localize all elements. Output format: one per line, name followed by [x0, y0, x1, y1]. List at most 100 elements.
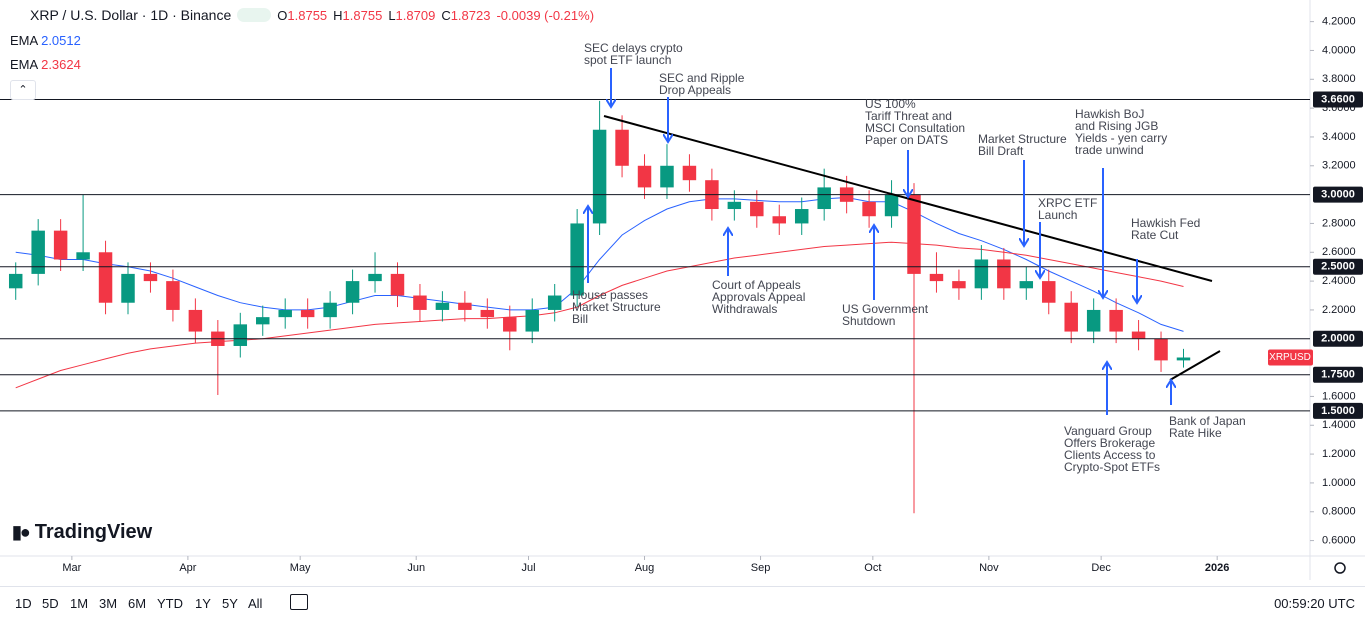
annotation-text: spot ETF launch [584, 53, 671, 67]
candle-body [772, 216, 786, 224]
candle-body [1109, 309, 1123, 332]
candle-body [884, 194, 899, 217]
candle-body [997, 259, 1011, 289]
candle-body [413, 295, 427, 310]
candle-body [345, 281, 360, 303]
level-label: 2.5000 [1321, 261, 1355, 273]
bottom-toolbar: 00:59:20 UTC 1D 5D 1M 3M 6M YTD 1Y 5Y All [0, 586, 1365, 621]
candle-body [637, 165, 652, 188]
candle-body [480, 309, 495, 318]
level-label: 1.7500 [1321, 369, 1355, 381]
y-tick-label: 1.0000 [1322, 477, 1356, 489]
annotation-text: Tariff Threat and [865, 109, 952, 123]
y-tick-label: 3.2000 [1322, 160, 1356, 172]
range-button[interactable]: All [248, 596, 263, 611]
range-button[interactable]: 5Y [222, 596, 238, 611]
x-tick-label: Jul [521, 562, 535, 574]
annotation-text: SEC delays crypto [584, 41, 683, 55]
annotation-text: Court of Appeals [712, 278, 801, 292]
x-tick-label: 2026 [1205, 562, 1229, 574]
annotation-text: Paper on DATS [865, 133, 948, 147]
candle-body [750, 201, 764, 217]
x-tick-label: Dec [1091, 562, 1111, 574]
candle-body [233, 324, 248, 346]
y-tick-label: 2.2000 [1322, 304, 1356, 316]
x-tick-label: May [290, 562, 311, 574]
date-range-button[interactable] [290, 594, 308, 610]
ohlc-label: H [333, 7, 343, 23]
annotation-text: House passes [572, 288, 648, 302]
indicator-pill[interactable] [237, 8, 272, 22]
x-tick-label: Sep [751, 562, 771, 574]
y-tick-label: 4.0000 [1322, 44, 1356, 56]
logo-text: TradingView [34, 521, 153, 543]
range-button[interactable]: 6M [128, 596, 147, 611]
x-tick-label: Nov [979, 562, 999, 574]
level-label-bg [1313, 186, 1363, 203]
range-button[interactable]: YTD [157, 596, 183, 611]
candle-body [907, 194, 921, 274]
price-label: XRPUSD [1269, 352, 1311, 363]
y-tick-label: 2.4000 [1322, 275, 1356, 287]
candle-body [1176, 357, 1191, 361]
logo-mark: ▮● [12, 522, 31, 542]
chart: 4.20004.00003.80003.60003.40003.20002.80… [0, 0, 1365, 580]
ohlc-label: O [277, 7, 288, 23]
candle-body [817, 187, 831, 210]
ohlc-value: 1.8723 [450, 7, 491, 23]
ohlc-value: 1.8755 [287, 7, 328, 23]
x-tick-label: Oct [864, 562, 881, 574]
candle-body [525, 309, 539, 332]
symbol-title[interactable]: XRP / U.S. Dollar · 1D · Binance [30, 7, 232, 23]
candle-body [1154, 338, 1168, 361]
ohlc-readout: O1.8755 H1.8755 L1.8709 C1.8723 -0.0039 (-0.… [277, 8, 594, 23]
settings-button[interactable] [1334, 562, 1346, 574]
ohlc-value: 1.8755 [342, 7, 383, 23]
x-tick-label: Jun [407, 562, 425, 574]
candle-body [53, 230, 68, 260]
ema-line [15, 196, 1184, 332]
candle-body [794, 209, 809, 224]
candle-body [76, 252, 90, 260]
candle-body [166, 281, 180, 310]
change-value: -0.0039 (-0.21%) [496, 7, 595, 23]
candle-body [862, 201, 876, 217]
y-tick-label: 4.2000 [1322, 16, 1356, 28]
range-button[interactable]: 1M [70, 596, 89, 611]
y-tick-label: 0.8000 [1322, 506, 1356, 518]
annotation-text: Vanguard Group [1064, 424, 1152, 438]
annotation-text: Yields - yen carry [1075, 131, 1167, 145]
candle-body [1019, 281, 1034, 289]
range-button[interactable]: 1Y [195, 596, 211, 611]
price-label-bg [1268, 349, 1313, 366]
x-tick-label: Aug [635, 562, 655, 574]
annotation-text: Hawkish Fed [1131, 216, 1200, 230]
annotation-text: Market Structure [978, 132, 1067, 146]
range-button[interactable]: 1D [15, 596, 32, 611]
collapse-button[interactable]: ⌃ [10, 80, 36, 100]
y-tick-label: 2.8000 [1322, 217, 1356, 229]
candle-body [121, 273, 135, 303]
ema-legend[interactable]: EMA 2.0512 [10, 33, 81, 48]
y-tick-label: 2.6000 [1322, 246, 1356, 258]
range-button[interactable]: 5D [42, 596, 59, 611]
candle-body [615, 129, 629, 166]
candle-body [503, 317, 517, 332]
ema-legend[interactable]: EMA 2.3624 [10, 57, 81, 72]
clock[interactable]: 00:59:20 UTC [1274, 596, 1355, 611]
candle-body [547, 295, 562, 310]
annotation-text: Bill [572, 312, 588, 326]
level-label: 1.5000 [1321, 405, 1355, 417]
range-button[interactable]: 3M [99, 596, 118, 611]
candle-body [974, 259, 989, 289]
candle-body [98, 252, 113, 303]
candle-body [1064, 302, 1078, 332]
candle-body [1042, 281, 1056, 303]
annotation-text: and Rising JGB [1075, 119, 1158, 133]
annotation-text: SEC and Ripple [659, 71, 745, 85]
annotation-text: Bank of Japan [1169, 414, 1246, 428]
ema-name: EMA [10, 57, 38, 72]
candle-body [727, 201, 742, 210]
annotation-text: Rate Hike [1169, 426, 1222, 440]
